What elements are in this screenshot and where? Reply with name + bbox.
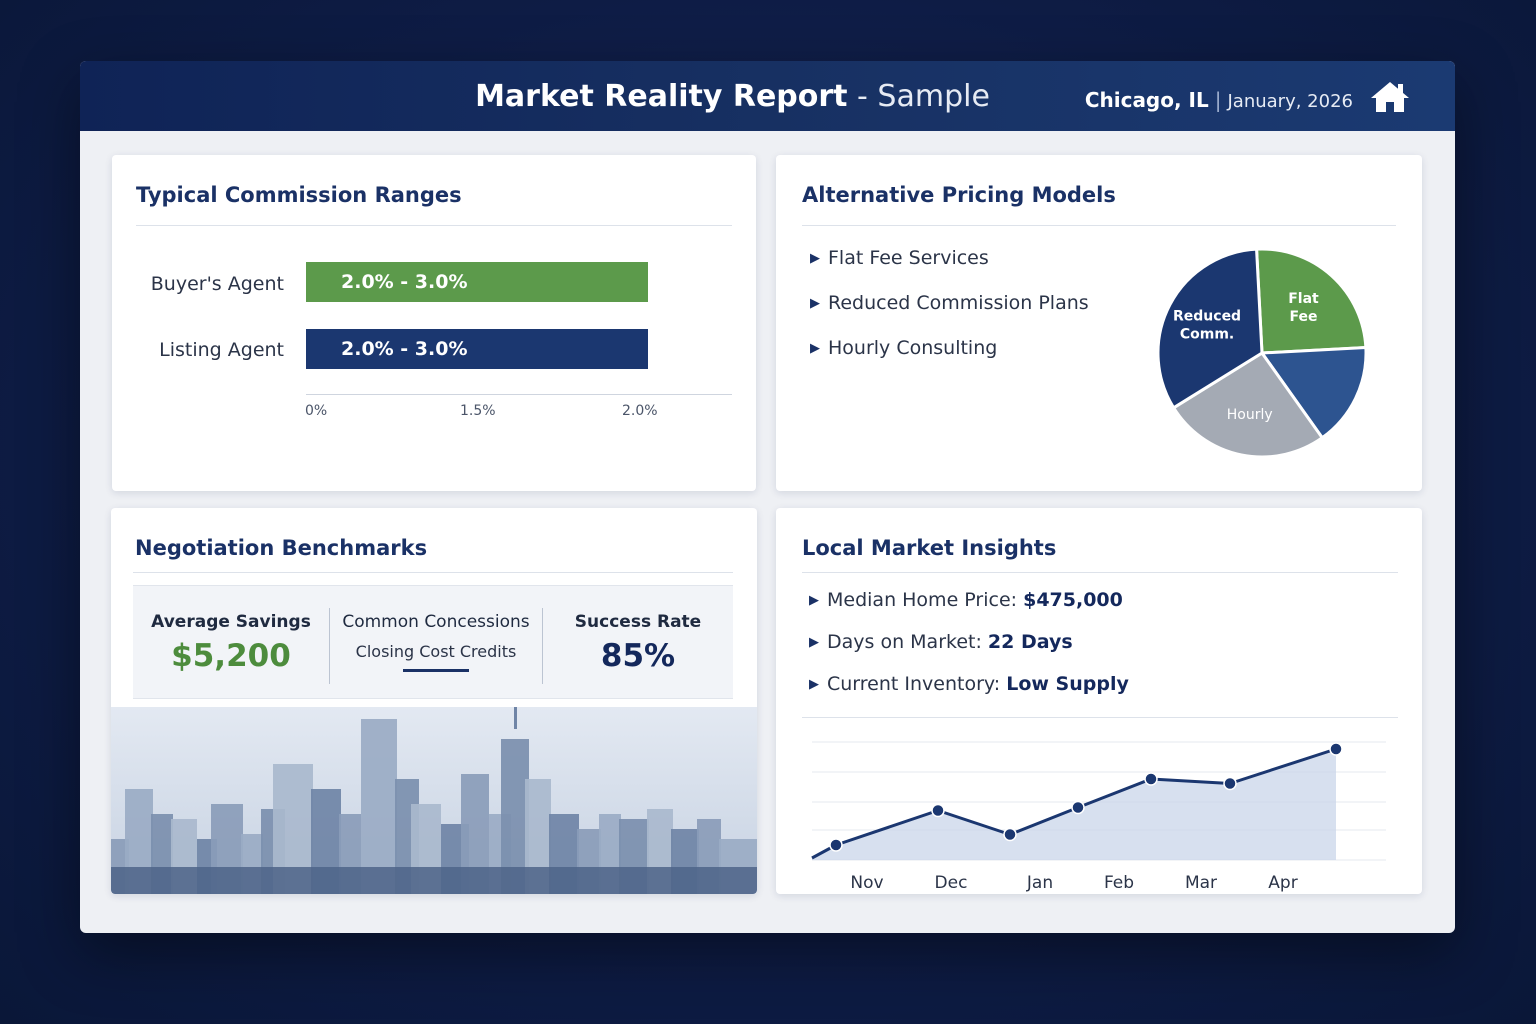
x-tick-label: Jan [1026,873,1053,893]
trend-line [811,747,1337,860]
list-item: ▶ Hourly Consulting [810,337,1089,382]
list-item: ▶ Days on Market: 22 Days [809,631,1129,673]
meta-separator: | [1214,88,1222,112]
axis-line [306,394,732,395]
list-item: ▶ Median Home Price: $475,000 [809,589,1129,631]
commission-card: Typical Commission Ranges Buyer's Agent … [112,155,756,491]
insights-card: Local Market Insights ▶ Median Home Price… [776,508,1422,894]
tick-label: 1.5% [460,403,496,419]
pricing-title: Alternative Pricing Models [802,183,1116,207]
benchmarks-panel: Average Savings $5,200 Common Concession… [133,585,733,699]
bar-label-listing: Listing Agent [159,339,284,361]
negotiation-card: Negotiation Benchmarks Average Savings $… [111,508,757,894]
pie-slice [1254,248,1368,355]
negotiation-title: Negotiation Benchmarks [135,536,428,560]
bar-buyer: 2.0% - 3.0% [306,262,648,302]
avg-savings-value: $5,200 [171,638,291,674]
location-label: Chicago, IL [1084,88,1209,112]
divider [133,572,733,573]
divider [802,717,1398,718]
data-point [1071,800,1085,815]
concessions-stat: Common Concessions Closing Cost Credits [330,586,542,698]
city-skyline-image [111,707,757,894]
data-point [931,803,945,818]
pricing-item-label: Flat Fee Services [828,247,989,269]
concessions-label: Common Concessions [342,612,530,632]
bullet-icon: ▶ [810,251,820,266]
data-point [1003,827,1017,842]
bullet-icon: ▶ [809,635,819,650]
header-meta: Chicago, IL | January, 2026 [1085,87,1353,115]
bullet-icon: ▶ [810,296,820,311]
success-rate-label: Success Rate [574,612,702,632]
pie-slice-label: Hourly [1227,407,1273,423]
page-title: Market Reality Report - Sample [80,79,1385,115]
divider [802,225,1396,226]
bullet-icon: ▶ [809,677,819,692]
tick-label: 0% [305,403,328,419]
pricing-card: Alternative Pricing Models ▶ Flat Fee Ser… [776,155,1422,491]
report-header: Market Reality Report - Sample Chicago, … [80,61,1455,131]
report-date: January, 2026 [1227,91,1354,112]
success-rate-stat: Success Rate 85% [543,586,733,698]
skyline-ground [111,867,757,894]
commission-title: Typical Commission Ranges [136,183,462,207]
pricing-item-label: Reduced Commission Plans [828,292,1089,314]
avg-savings-stat: Average Savings $5,200 [133,586,329,698]
x-tick-label: Nov [850,873,883,893]
avg-savings-label: Average Savings [151,612,311,632]
insights-title: Local Market Insights [802,536,1057,560]
skyline-spire [514,707,517,729]
pricing-pie-chart: Flat Fee Hourly Reduced Comm. [1156,248,1368,459]
bar-label-buyer: Buyer's Agent [150,273,284,295]
concessions-value: Closing Cost Credits [355,642,517,661]
pie-slice [1156,248,1264,410]
home-icon[interactable] [1369,79,1411,115]
divider [329,608,330,684]
insight-label: Median Home Price: [827,589,1024,611]
pie-slice-label: Flat Fee [1288,291,1319,325]
title-suffix: - Sample [847,79,990,114]
success-rate-value: 85% [600,638,676,674]
insight-label: Current Inventory: [827,673,1007,695]
pie-slice-label: Reduced Comm. [1173,308,1241,342]
divider [136,225,732,226]
insight-value: 22 Days [987,631,1073,653]
list-item: ▶ Reduced Commission Plans [810,292,1089,337]
bullet-icon: ▶ [810,341,820,356]
list-item: ▶ Flat Fee Services [810,247,1089,292]
pie-slice [1259,345,1368,440]
trend-area [812,749,1336,860]
bar-listing: 2.0% - 3.0% [306,329,648,369]
pricing-list: ▶ Flat Fee Services ▶ Reduced Commission P… [810,247,1089,382]
x-tick-label: Mar [1185,873,1217,893]
data-point [829,838,843,852]
market-trend-chart: Nov Dec Jan Feb Mar Apr [811,741,1386,893]
data-point [1329,742,1343,756]
divider [542,608,543,684]
x-tick-label: Feb [1104,873,1134,893]
concessions-underline [403,669,469,672]
insights-list: ▶ Median Home Price: $475,000 ▶ Days on Ma… [809,589,1129,715]
divider [802,572,1398,573]
list-item: ▶ Current Inventory: Low Supply [809,673,1129,715]
x-tick-label: Apr [1268,873,1297,893]
report-frame: Market Reality Report - Sample Chicago, … [80,61,1455,933]
title-main: Market Reality Report [475,79,848,114]
x-tick-label: Dec [935,873,968,893]
bullet-icon: ▶ [809,593,819,608]
pie-slice [1171,350,1325,459]
insight-value: $475,000 [1023,589,1123,611]
pricing-item-label: Hourly Consulting [828,337,998,359]
skyline-building [361,719,397,894]
insight-label: Days on Market: [827,631,988,653]
data-point [1223,776,1237,791]
tick-label: 2.0% [622,403,658,419]
data-point [1144,772,1158,786]
insight-value: Low Supply [1006,673,1129,695]
